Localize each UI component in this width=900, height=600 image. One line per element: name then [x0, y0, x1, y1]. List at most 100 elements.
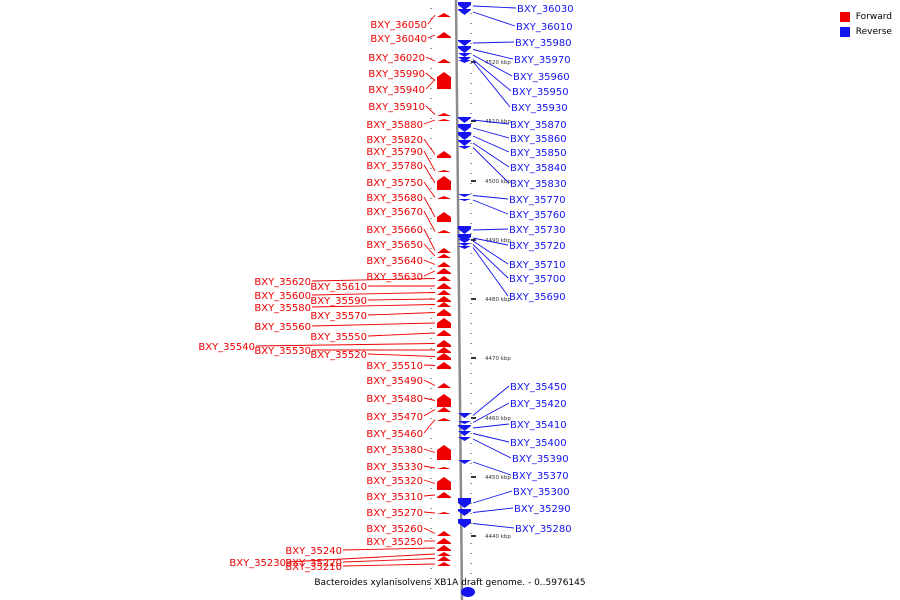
gene-bxy-35700-glyph[interactable] — [458, 243, 471, 246]
gene-bxy-35330-glyph[interactable] — [437, 467, 451, 469]
gene-bxy-35560-glyph[interactable] — [437, 318, 451, 328]
gene-bxy-35580-glyph[interactable] — [437, 302, 451, 307]
gene-bxy-35290-glyph[interactable] — [458, 509, 471, 516]
gene-bxy-35750-glyph[interactable] — [437, 196, 451, 199]
gene-bxy-35420-glyph[interactable] — [458, 421, 471, 424]
gene-bxy-35970-glyph[interactable] — [458, 46, 471, 53]
gene-bxy-35950-glyph[interactable] — [458, 57, 471, 62]
gene-bxy-35480-glyph[interactable] — [437, 394, 451, 407]
gene-bxy-35910-glyph[interactable] — [437, 113, 451, 116]
gene-bxy-35230-glyph[interactable] — [437, 552, 451, 556]
gene-bxy-35830-glyph[interactable] — [458, 146, 471, 149]
gene-bxy-35830-label[interactable]: BXY_35830 — [510, 179, 567, 190]
gene-bxy-35790-label[interactable]: BXY_35790 — [366, 147, 423, 158]
gene-bxy-35410-glyph[interactable] — [458, 425, 471, 431]
gene-bxy-36010-glyph[interactable] — [458, 9, 471, 15]
gene-bxy-35640-label[interactable]: BXY_35640 — [366, 256, 423, 267]
gene-bxy-36050-label[interactable]: BXY_36050 — [370, 20, 427, 31]
gene-bxy-35820-label[interactable]: BXY_35820 — [366, 135, 423, 146]
gene-bxy-36040-label[interactable]: BXY_36040 — [370, 34, 427, 45]
gene-bxy-36020-label[interactable]: BXY_36020 — [368, 53, 425, 64]
gene-bxy-35230-label[interactable]: BXY_35230 — [229, 558, 286, 569]
gene-bxy-35520-glyph[interactable] — [437, 353, 451, 360]
gene-bxy-35420-label[interactable]: BXY_35420 — [510, 399, 567, 410]
gene-bxy-35670-label[interactable]: BXY_35670 — [366, 207, 423, 218]
gene-bxy-35310-label[interactable]: BXY_35310 — [366, 492, 423, 503]
gene-bxy-35650-glyph[interactable] — [437, 254, 451, 258]
gene-bxy-35840-glyph[interactable] — [458, 140, 471, 146]
gene-bxy-35450-label[interactable]: BXY_35450 — [510, 382, 567, 393]
gene-bxy-35940-glyph[interactable] — [437, 78, 451, 81]
gene-bxy-35250-label[interactable]: BXY_35250 — [366, 537, 423, 548]
gene-bxy-35300-glyph[interactable] — [458, 498, 471, 508]
gene-bxy-35380-glyph[interactable] — [437, 445, 451, 460]
gene-bxy-35960-label[interactable]: BXY_35960 — [513, 72, 570, 83]
gene-bxy-35770-label[interactable]: BXY_35770 — [509, 195, 566, 206]
gene-bxy-35710-label[interactable]: BXY_35710 — [509, 260, 566, 271]
gene-bxy-35970-label[interactable]: BXY_35970 — [514, 55, 571, 66]
gene-bxy-35870-glyph[interactable] — [458, 117, 471, 123]
gene-bxy-35770-glyph[interactable] — [458, 194, 471, 197]
gene-bxy-35390-glyph[interactable] — [458, 437, 471, 441]
gene-bxy-35850-label[interactable]: BXY_35850 — [510, 148, 567, 159]
gene-bxy-35980-label[interactable]: BXY_35980 — [515, 38, 572, 49]
gene-bxy-35600-glyph[interactable] — [437, 290, 451, 295]
gene-bxy-35630-label[interactable]: BXY_35630 — [366, 272, 423, 283]
gene-bxy-35320-label[interactable]: BXY_35320 — [366, 476, 423, 487]
gene-bxy-35550-label[interactable]: BXY_35550 — [310, 332, 367, 343]
gene-bxy-35450-glyph[interactable] — [458, 413, 471, 418]
gene-bxy-35260-glyph[interactable] — [437, 531, 451, 536]
gene-bxy-36030-label[interactable]: BXY_36030 — [517, 4, 574, 15]
gene-bxy-35990-label[interactable]: BXY_35990 — [368, 69, 425, 80]
gene-bxy-35290-label[interactable]: BXY_35290 — [514, 504, 571, 515]
gene-bxy-35730-label[interactable]: BXY_35730 — [509, 225, 566, 236]
gene-bxy-35650-label[interactable]: BXY_35650 — [366, 240, 423, 251]
gene-bxy-35960-glyph[interactable] — [458, 53, 471, 57]
gene-bxy-35570-label[interactable]: BXY_35570 — [310, 311, 367, 322]
gene-bxy-35540-label[interactable]: BXY_35540 — [198, 342, 255, 353]
gene-bxy-35720-glyph[interactable] — [458, 234, 471, 242]
gene-bxy-35730-glyph[interactable] — [458, 226, 471, 234]
gene-bxy-35510-label[interactable]: BXY_35510 — [366, 361, 423, 372]
gene-bxy-35210-glyph[interactable] — [437, 562, 451, 566]
gene-bxy-35400-label[interactable]: BXY_35400 — [510, 438, 567, 449]
gene-bxy-35610-label[interactable]: BXY_35610 — [310, 282, 367, 293]
gene-bxy-35760-glyph[interactable] — [458, 199, 471, 201]
gene-bxy-35240-glyph[interactable] — [437, 545, 451, 551]
gene-bxy-35600-label[interactable]: BXY_35600 — [254, 291, 311, 302]
gene-bxy-35390-label[interactable]: BXY_35390 — [512, 454, 569, 465]
gene-bxy-35670-glyph[interactable] — [437, 230, 451, 233]
gene-bxy-35720-label[interactable]: BXY_35720 — [509, 241, 566, 252]
gene-bxy-35690-glyph[interactable] — [458, 246, 471, 249]
gene-bxy-35260-label[interactable]: BXY_35260 — [366, 524, 423, 535]
gene-bxy-35460-label[interactable]: BXY_35460 — [366, 429, 423, 440]
gene-bxy-35280-label[interactable]: BXY_35280 — [515, 524, 572, 535]
gene-bxy-35540-glyph[interactable] — [437, 340, 451, 347]
gene-bxy-35580-label[interactable]: BXY_35580 — [254, 303, 311, 314]
gene-bxy-35680-label[interactable]: BXY_35680 — [366, 193, 423, 204]
gene-bxy-35280-glyph[interactable] — [458, 519, 471, 528]
gene-bxy-35660-glyph[interactable] — [437, 248, 451, 253]
gene-bxy-36040-glyph[interactable] — [437, 32, 451, 38]
gene-bxy-35380-label[interactable]: BXY_35380 — [366, 445, 423, 456]
gene-bxy-35300-label[interactable]: BXY_35300 — [513, 487, 570, 498]
gene-bxy-35370-glyph[interactable] — [458, 460, 471, 464]
gene-bxy-35560-label[interactable]: BXY_35560 — [254, 322, 311, 333]
gene-bxy-35320-glyph[interactable] — [437, 477, 451, 490]
gene-bxy-35780-glyph[interactable] — [437, 176, 451, 190]
gene-bxy-35270-label[interactable]: BXY_35270 — [366, 508, 423, 519]
gene-bxy-35690-label[interactable]: BXY_35690 — [509, 292, 566, 303]
gene-bxy-35410-label[interactable]: BXY_35410 — [510, 420, 567, 431]
gene-bxy-35930-label[interactable]: BXY_35930 — [511, 103, 568, 114]
gene-bxy-35700-label[interactable]: BXY_35700 — [509, 274, 566, 285]
gene-bxy-35480-label[interactable]: BXY_35480 — [366, 394, 423, 405]
gene-bxy-35680-glyph[interactable] — [437, 212, 451, 222]
gene-bxy-35860-label[interactable]: BXY_35860 — [510, 134, 567, 145]
gene-bxy-35470-label[interactable]: BXY_35470 — [366, 412, 423, 423]
gene-bxy-35780-label[interactable]: BXY_35780 — [366, 161, 423, 172]
gene-bxy-35590-label[interactable]: BXY_35590 — [310, 296, 367, 307]
gene-bxy-35640-glyph[interactable] — [437, 262, 451, 267]
gene-bxy-35850-glyph[interactable] — [458, 132, 471, 140]
gene-bxy-35950-label[interactable]: BXY_35950 — [512, 87, 569, 98]
gene-bxy-35880-label[interactable]: BXY_35880 — [366, 120, 423, 131]
